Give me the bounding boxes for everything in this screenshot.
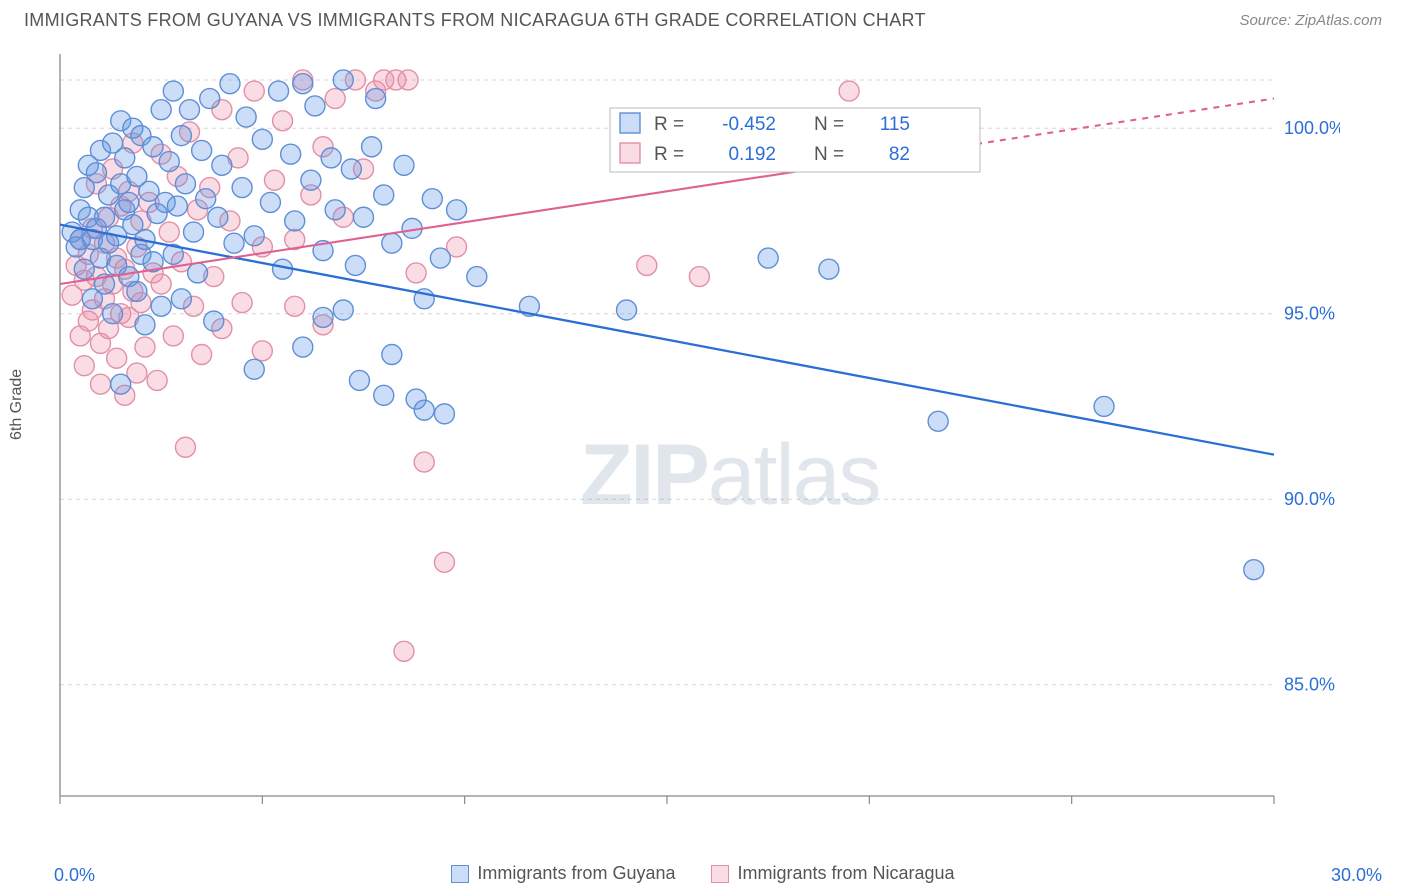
header-row: IMMIGRANTS FROM GUYANA VS IMMIGRANTS FRO… — [0, 0, 1406, 37]
svg-text:95.0%: 95.0% — [1284, 304, 1335, 324]
svg-text:82: 82 — [889, 144, 910, 165]
svg-text:100.0%: 100.0% — [1284, 118, 1340, 138]
svg-text:R =: R = — [654, 144, 684, 165]
y-axis-label: 6th Grade — [8, 369, 26, 440]
chart-svg: 85.0% 90.0% 95.0% 100.0% R = -0.452 N = 115 R = 0… — [50, 46, 1340, 826]
svg-text:115: 115 — [880, 114, 910, 135]
legend-label-guyana: Immigrants from Guyana — [477, 863, 675, 884]
svg-text:85.0%: 85.0% — [1284, 675, 1335, 695]
svg-text:N =: N = — [814, 144, 844, 165]
svg-text:90.0%: 90.0% — [1284, 489, 1335, 509]
bottom-legend: Immigrants from Guyana Immigrants from N… — [0, 863, 1406, 884]
svg-text:-0.452: -0.452 — [722, 114, 776, 135]
swatch-nicaragua — [711, 865, 729, 883]
svg-text:0.192: 0.192 — [728, 144, 776, 165]
legend-item-nicaragua: Immigrants from Nicaragua — [711, 863, 954, 884]
legend-item-guyana: Immigrants from Guyana — [451, 863, 675, 884]
svg-text:R =: R = — [654, 114, 684, 135]
chart-title: IMMIGRANTS FROM GUYANA VS IMMIGRANTS FRO… — [24, 10, 926, 31]
legend-label-nicaragua: Immigrants from Nicaragua — [737, 863, 954, 884]
swatch-guyana — [451, 865, 469, 883]
svg-text:N =: N = — [814, 114, 844, 135]
source-attribution: Source: ZipAtlas.com — [1239, 12, 1382, 29]
plot-area: 85.0% 90.0% 95.0% 100.0% R = -0.452 N = 115 R = 0… — [50, 46, 1340, 826]
